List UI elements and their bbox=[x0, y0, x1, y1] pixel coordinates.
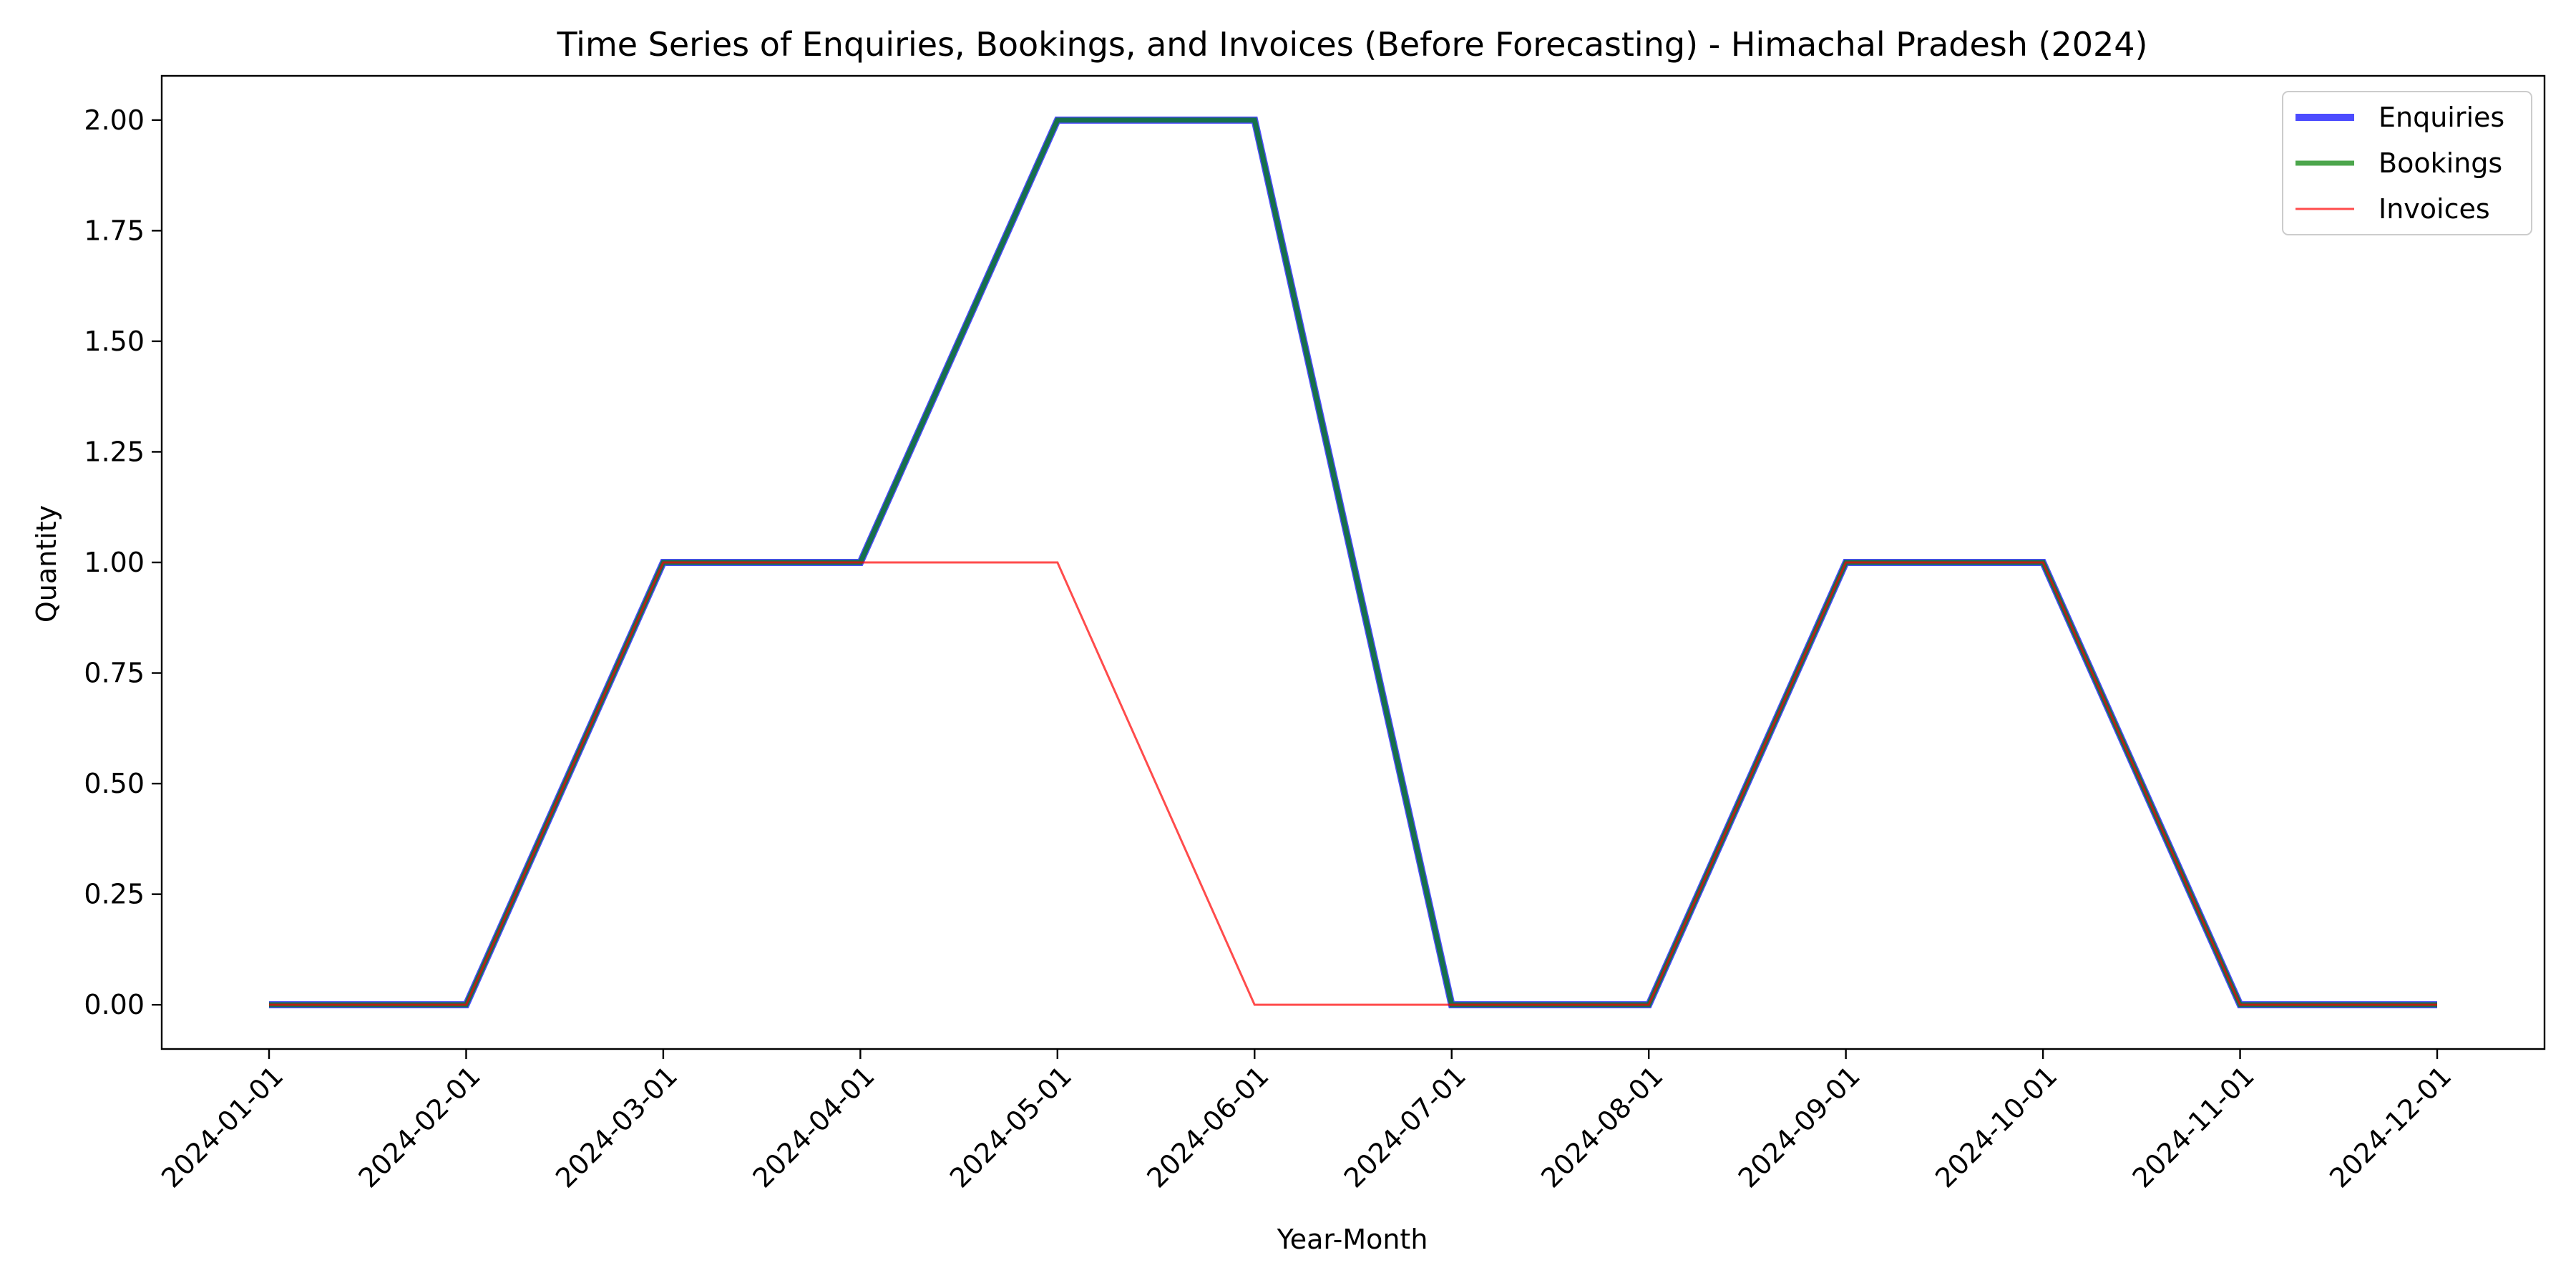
x-tick-label: 2024-04-01 bbox=[746, 1060, 880, 1194]
x-axis-title: Year-Month bbox=[1277, 1224, 1428, 1255]
y-tick-label: 1.25 bbox=[84, 436, 145, 467]
x-tick-label: 2024-05-01 bbox=[944, 1060, 1078, 1194]
legend-label-invoices: Invoices bbox=[2379, 193, 2490, 225]
x-tick-label: 2024-06-01 bbox=[1141, 1060, 1274, 1194]
y-tick-label: 0.75 bbox=[84, 658, 145, 689]
y-tick-label: 0.50 bbox=[84, 768, 145, 799]
y-tick-label: 0.25 bbox=[84, 879, 145, 910]
y-tick-label: 0.00 bbox=[84, 989, 145, 1020]
y-tick-label: 1.50 bbox=[84, 326, 145, 357]
x-tick-label: 2024-11-01 bbox=[2127, 1060, 2260, 1194]
plot-area: 0.00 0.25 0.50 0.75 1.00 1.25 1.50 1.75 2.00 2024… bbox=[84, 74, 2546, 1194]
x-tick-label: 2024-07-01 bbox=[1338, 1060, 1472, 1194]
x-tick-label: 2024-03-01 bbox=[550, 1060, 683, 1194]
x-tick-label: 2024-09-01 bbox=[1732, 1060, 1866, 1194]
legend-label-bookings: Bookings bbox=[2379, 147, 2502, 179]
y-tick-label: 2.00 bbox=[84, 104, 145, 136]
x-tick-label: 2024-01-01 bbox=[155, 1060, 289, 1194]
x-tick-label: 2024-12-01 bbox=[2323, 1060, 2457, 1194]
legend: Enquiries Bookings Invoices bbox=[2282, 91, 2532, 235]
series-line-bookings bbox=[269, 117, 2437, 1008]
series-line-invoices bbox=[269, 561, 2437, 1006]
y-tick-label: 1.00 bbox=[84, 547, 145, 578]
y-axis-title: Quantity bbox=[31, 505, 62, 623]
x-tick-label: 2024-08-01 bbox=[1535, 1060, 1669, 1194]
x-tick-label: 2024-02-01 bbox=[353, 1060, 487, 1194]
legend-label-enquiries: Enquiries bbox=[2379, 102, 2504, 133]
x-tick-label: 2024-10-01 bbox=[1929, 1060, 2063, 1194]
chart-title: Time Series of Enquiries, Bookings, and … bbox=[556, 25, 2147, 64]
legend-box bbox=[2282, 91, 2532, 235]
y-tick-label: 1.75 bbox=[84, 215, 145, 246]
